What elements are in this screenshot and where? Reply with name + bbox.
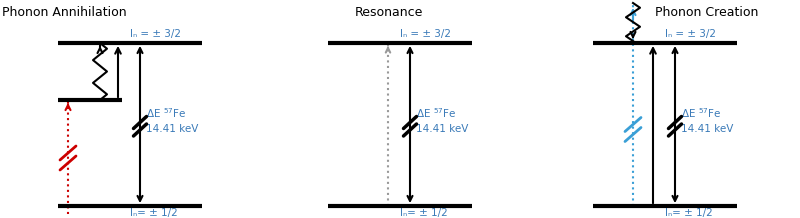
Text: Phonon Creation: Phonon Creation <box>655 6 758 19</box>
Text: ΔE $^{57}$Fe
14.41 keV: ΔE $^{57}$Fe 14.41 keV <box>146 107 198 135</box>
Text: Iₙ= ± 1/2: Iₙ= ± 1/2 <box>130 208 178 218</box>
Text: Iₙ= ± 1/2: Iₙ= ± 1/2 <box>665 208 713 218</box>
Text: Iₙ = ± 3/2: Iₙ = ± 3/2 <box>400 29 451 39</box>
Text: ΔE $^{57}$Fe
14.41 keV: ΔE $^{57}$Fe 14.41 keV <box>416 107 468 135</box>
Text: Iₙ= ± 1/2: Iₙ= ± 1/2 <box>400 208 448 218</box>
Text: Resonance: Resonance <box>355 6 423 19</box>
Text: Iₙ = ± 3/2: Iₙ = ± 3/2 <box>665 29 716 39</box>
Text: Phonon Annihilation: Phonon Annihilation <box>2 6 126 19</box>
Text: Iₙ = ± 3/2: Iₙ = ± 3/2 <box>130 29 181 39</box>
Text: ΔE $^{57}$Fe
14.41 keV: ΔE $^{57}$Fe 14.41 keV <box>681 107 734 135</box>
